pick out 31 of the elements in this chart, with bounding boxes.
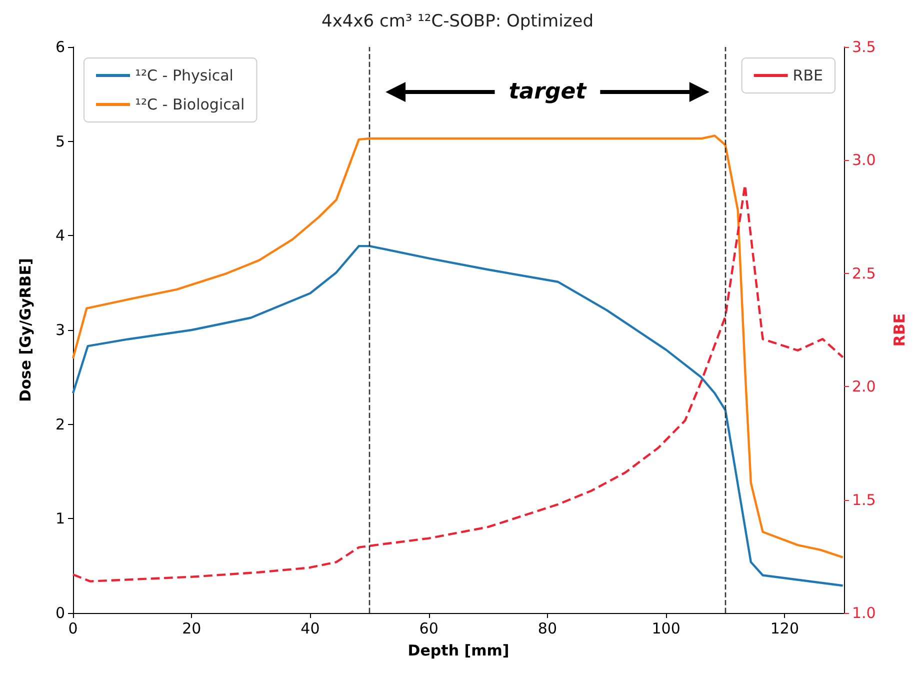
legend-label: ¹²C - Physical <box>135 66 234 84</box>
y2-tick-label: 2.5 <box>852 264 876 282</box>
chart-title: 4x4x6 cm³ ¹²C-SOBP: Optimized <box>322 12 594 32</box>
y2-tick-label: 3.5 <box>852 38 876 56</box>
y-axis-title: Dose [Gy/GyRBE] <box>16 258 34 402</box>
y2-axis-title: RBE <box>890 313 908 347</box>
x-tick-label: 60 <box>419 620 438 638</box>
x-tick-label: 80 <box>538 620 558 638</box>
x-tick-label: 20 <box>182 620 202 638</box>
y-tick-label: 0 <box>55 604 65 622</box>
y-tick-label: 3 <box>55 321 65 339</box>
y2-tick-label: 3.0 <box>852 151 876 170</box>
y2-tick-label: 1.5 <box>852 490 876 509</box>
y-tick-label: 5 <box>55 132 65 150</box>
y-tick-label: 4 <box>55 226 65 245</box>
line-series <box>72 244 844 587</box>
line-series <box>72 184 844 582</box>
y-tick-label: 1 <box>55 510 65 528</box>
legend-label: RBE <box>792 66 824 84</box>
y2-tick-label: 1.0 <box>852 604 876 622</box>
x-tick-label: 100 <box>652 620 680 638</box>
y-tick-label: 2 <box>55 415 65 434</box>
y-tick-label: 6 <box>55 38 65 56</box>
x-tick-label: 0 <box>68 620 78 638</box>
x-axis-title: Depth [mm] <box>408 642 510 660</box>
x-tick-label: 120 <box>770 620 800 638</box>
y2-tick-label: 2.0 <box>852 378 876 396</box>
annotation: target <box>508 80 586 104</box>
x-tick-label: 40 <box>300 620 320 638</box>
line-series <box>72 134 844 558</box>
legend-label: ¹²C - Biological <box>135 96 245 114</box>
